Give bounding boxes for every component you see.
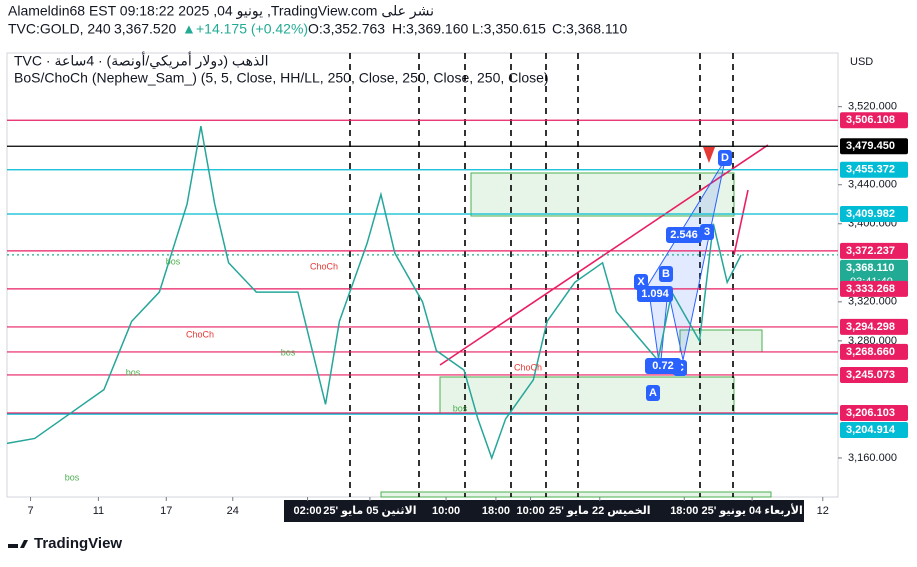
level-label-box — [840, 242, 908, 259]
time-band — [284, 500, 804, 522]
level-label-box — [840, 138, 908, 155]
level-label: 3,206.103 — [846, 407, 895, 419]
level-label: 3,268.660 — [846, 346, 895, 358]
level-label-box — [840, 318, 908, 335]
last: 3,367.520 — [114, 21, 176, 37]
level-label: 3,479.450 — [846, 140, 895, 152]
structure-label: ChoCh — [186, 329, 214, 339]
level-label-box — [840, 421, 908, 438]
level-label: 3,333.268 — [846, 283, 895, 295]
pattern-badge — [718, 150, 732, 166]
level-label-box — [840, 404, 908, 421]
logo-icon — [8, 540, 28, 548]
pattern-badge — [666, 227, 702, 243]
x-tick-label: الخميس 22 مايو '25 — [549, 505, 651, 517]
pattern-badge — [637, 286, 673, 302]
level-label-box — [840, 206, 908, 223]
y-tick-label: 3,440.000 — [848, 179, 897, 191]
instrument: TVC · الذهب (دولار أمريكي/أونصة) · 4ساعة — [14, 52, 269, 70]
pattern-badge — [645, 358, 681, 374]
x-tick-label: 10:00 — [432, 505, 460, 517]
published: Alameldin68 EST 09:18:22 2025 ,04 يونيو … — [8, 3, 434, 20]
currency: USD — [850, 56, 873, 68]
x-tick-label: 11 — [93, 505, 104, 517]
level-label: 3,455.372 — [846, 164, 895, 176]
x-tick-label: الاثنين 05 مايو '25 — [323, 505, 416, 517]
close: C:3,368.110 — [552, 21, 627, 37]
level-label-box — [840, 112, 908, 129]
x-tick-label: 17 — [160, 505, 172, 517]
x-tick-label: 10:00 — [516, 505, 544, 517]
pattern-label: 2.546 — [670, 229, 698, 241]
indicator: BoS/ChoCh (Nephew_Sam_) (5, 5, Close, HH… — [14, 70, 549, 86]
pattern-badge — [700, 224, 714, 240]
pattern-label: 1.094 — [641, 288, 669, 300]
x-tick-label: 18:00 — [670, 505, 698, 517]
high: H:3,369.160 — [392, 21, 468, 37]
plot-frame — [6, 52, 839, 498]
x-tick-label: 02:00 — [293, 505, 321, 517]
level-label-box — [840, 343, 908, 360]
x-tick-label: 7 — [27, 505, 33, 517]
level-label: 3,506.108 — [846, 114, 895, 126]
zone — [439, 376, 735, 414]
x-tick-label: 12 — [817, 505, 829, 517]
low: L:3,350.615 — [472, 21, 546, 37]
level-label: 3,409.982 — [846, 208, 895, 220]
pattern-label: 0.72 — [652, 360, 673, 372]
pattern-badge — [646, 385, 660, 401]
y-tick-label: 3,320.000 — [848, 296, 897, 308]
session-lines — [349, 53, 734, 497]
price-line — [6, 126, 742, 461]
zone — [470, 172, 735, 217]
zone — [380, 491, 772, 498]
level-label-box — [840, 161, 908, 178]
structure-label: ChoCh — [310, 261, 338, 271]
y-tick-label: 3,520.000 — [848, 101, 897, 113]
level-label: 3,294.298 — [846, 321, 895, 333]
x-tick-label: 18:00 — [482, 505, 510, 517]
level-label-box — [840, 280, 908, 297]
y-tick-label: 3,160.000 — [848, 452, 897, 464]
change: +14.175 (+0.42%) — [196, 21, 308, 37]
level-label: 3,372.237 — [846, 245, 895, 257]
open: O:3,352.763 — [308, 21, 385, 37]
pattern-label: B — [662, 268, 670, 280]
x-tick-label: الأربعاء 04 يونيو '25 — [702, 503, 803, 517]
structure-label: bos — [453, 403, 468, 413]
structure-label: bos — [65, 472, 80, 482]
y-tick-label: 3,280.000 — [848, 335, 897, 347]
symbol: TVC:GOLD, 240 — [8, 21, 111, 37]
level-label: 3,368.110 — [846, 262, 894, 274]
up-arrow: ▲ — [182, 21, 196, 37]
x-tick-label: 24 — [227, 505, 239, 517]
pattern-badge — [659, 266, 673, 282]
zones — [380, 172, 772, 498]
zone — [679, 329, 763, 353]
pattern-label: 3 — [704, 226, 710, 238]
brand: TradingView — [34, 535, 122, 552]
structure-label: bos — [126, 367, 141, 377]
pattern-label: D — [721, 152, 729, 164]
structure-label: bos — [281, 347, 296, 357]
sell-arrow — [703, 147, 715, 163]
structure-label: ChoCh — [514, 362, 542, 372]
pattern-label: A — [649, 387, 657, 399]
level-label: 3,245.073 — [846, 369, 895, 381]
level-label-box — [840, 366, 908, 383]
structure-label: bos — [166, 256, 181, 266]
level-label: 3,204.914 — [846, 424, 896, 436]
pattern-label: X — [637, 276, 645, 288]
harmonic-pattern — [647, 159, 726, 371]
